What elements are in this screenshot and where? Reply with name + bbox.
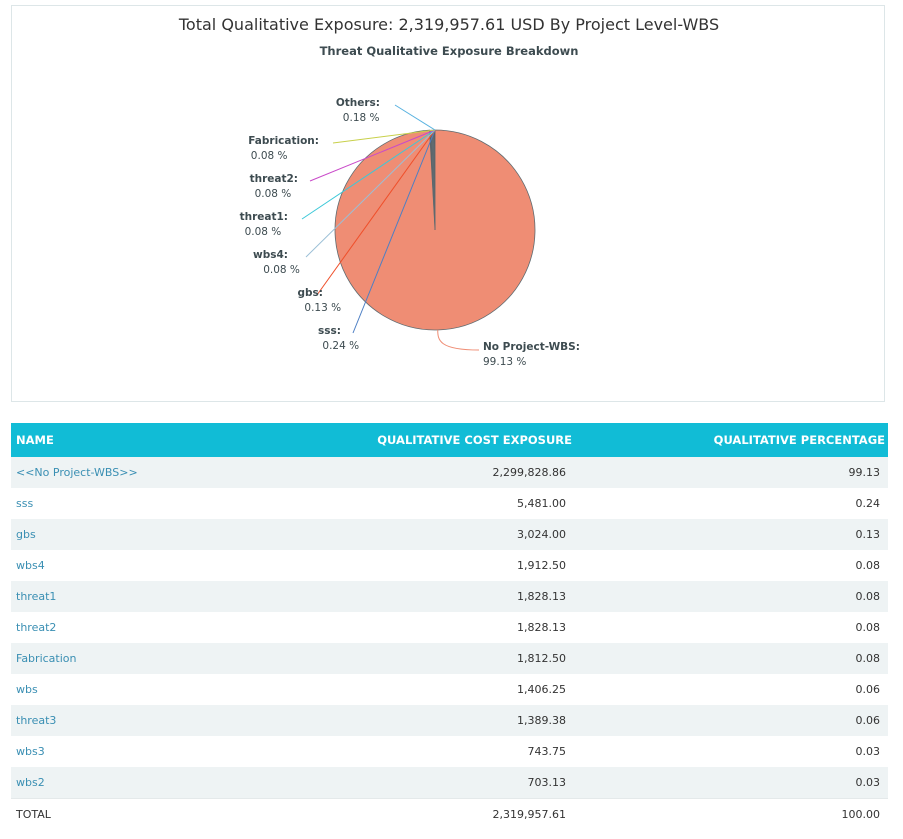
row-cost-exposure: 1,389.38	[517, 714, 566, 727]
callout-line	[332, 129, 436, 144]
chart-subtitle: Threat Qualitative Exposure Breakdown	[319, 44, 579, 58]
row-percentage: 0.24	[855, 497, 881, 510]
row-cost-exposure: 1,812.50	[517, 652, 566, 665]
table-row: wbs3 743.75 0.03	[11, 736, 888, 767]
row-name-link[interactable]: wbs3	[16, 745, 45, 758]
row-cost-exposure: 3,024.00	[517, 528, 566, 541]
header-cost-exposure[interactable]: QUALITATIVE COST EXPOSURE	[377, 433, 572, 447]
slice-label-percent: 99.13 %	[483, 356, 526, 368]
callout-line	[309, 129, 436, 182]
row-name-link[interactable]: threat3	[16, 714, 57, 727]
slice-label-percent: 0.18 %	[343, 112, 380, 124]
row-percentage: 0.08	[855, 621, 881, 634]
row-cost-exposure: 1,828.13	[517, 590, 566, 603]
slice-label-percent: 0.08 %	[263, 264, 300, 276]
slice-label-percent: 0.08 %	[251, 150, 288, 162]
row-percentage: 0.03	[855, 745, 881, 758]
slice-label-percent: 0.24 %	[322, 340, 359, 352]
row-percentage: 0.06	[855, 683, 881, 696]
slice-label-name: threat1:	[240, 211, 288, 223]
table-row: wbs 1,406.25 0.06	[11, 674, 888, 705]
table-row: threat3 1,389.38 0.06	[11, 705, 888, 736]
row-name-link[interactable]: Fabrication	[16, 652, 77, 665]
table-body: <<No Project-WBS>> 2,299,828.86 99.13 sss 5,…	[11, 457, 888, 830]
table-row: wbs4 1,912.50 0.08	[11, 550, 888, 581]
row-cost-exposure: 5,481.00	[517, 497, 566, 510]
row-name-link[interactable]: threat1	[16, 590, 57, 603]
slice-label-name: Fabrication:	[248, 135, 319, 147]
slice-label-name: No Project-WBS:	[483, 341, 580, 353]
slice-label-percent: 0.08 %	[245, 226, 282, 238]
total-label: TOTAL	[16, 808, 51, 821]
row-percentage: 0.08	[855, 590, 881, 603]
table-row: wbs2 703.13 0.03	[11, 767, 888, 798]
chart-title: Total Qualitative Exposure: 2,319,957.61…	[178, 15, 720, 34]
row-cost-exposure: 703.13	[527, 776, 567, 789]
slice-label-percent: 0.08 %	[255, 188, 292, 200]
table-row: <<No Project-WBS>> 2,299,828.86 99.13	[11, 457, 888, 488]
slice-label-name: sss:	[318, 325, 341, 337]
row-percentage: 0.13	[855, 528, 881, 541]
row-percentage: 100.00	[841, 808, 881, 821]
row-cost-exposure: 1,406.25	[517, 683, 566, 696]
header-name[interactable]: NAME	[16, 433, 54, 447]
header-percentage[interactable]: QUALITATIVE PERCENTAGE	[713, 433, 885, 447]
slice-label-percent: 0.13 %	[304, 302, 341, 314]
slice-label-name: wbs4:	[253, 249, 288, 261]
slice-label-name: threat2:	[250, 173, 298, 185]
exposure-table: NAME QUALITATIVE COST EXPOSURE QUALITATI…	[11, 423, 888, 830]
row-cost-exposure: 2,319,957.61	[492, 808, 566, 821]
callout-line	[437, 329, 480, 351]
table-row: threat2 1,828.13 0.08	[11, 612, 888, 643]
slice-label-name: gbs:	[298, 287, 323, 299]
row-name-link[interactable]: sss	[16, 497, 34, 510]
row-cost-exposure: 743.75	[527, 745, 567, 758]
table-total-row: TOTAL 2,319,957.61 100.00	[11, 798, 888, 830]
table-header: NAME QUALITATIVE COST EXPOSURE QUALITATI…	[11, 423, 888, 457]
row-name-link[interactable]: wbs	[16, 683, 38, 696]
row-name-link[interactable]: <<No Project-WBS>>	[16, 466, 138, 479]
row-percentage: 0.03	[855, 776, 881, 789]
row-name-link[interactable]: threat2	[16, 621, 57, 634]
table-row: sss 5,481.00 0.24	[11, 488, 888, 519]
row-percentage: 0.08	[855, 559, 881, 572]
row-name-link[interactable]: wbs2	[16, 776, 45, 789]
callout-line	[301, 129, 436, 220]
callout-line	[394, 104, 436, 131]
slice-label-name: Others:	[336, 97, 380, 109]
row-percentage: 99.13	[848, 466, 881, 479]
chart-panel: Total Qualitative Exposure: 2,319,957.61…	[11, 5, 885, 402]
row-cost-exposure: 1,912.50	[517, 559, 566, 572]
row-cost-exposure: 1,828.13	[517, 621, 566, 634]
callout-line	[352, 129, 436, 334]
row-cost-exposure: 2,299,828.86	[492, 466, 566, 479]
row-percentage: 0.06	[855, 714, 881, 727]
row-percentage: 0.08	[855, 652, 881, 665]
pie-chart: No Project-WBS: 99.13 % sss: 0.24 % gbs: 0.13…	[240, 97, 580, 368]
table-row: gbs 3,024.00 0.13	[11, 519, 888, 550]
row-name-link[interactable]: gbs	[16, 528, 36, 541]
table-row: threat1 1,828.13 0.08	[11, 581, 888, 612]
row-name-link[interactable]: wbs4	[16, 559, 45, 572]
table-row: Fabrication 1,812.50 0.08	[11, 643, 888, 674]
callout-line	[316, 129, 436, 296]
callout-line	[305, 129, 436, 258]
